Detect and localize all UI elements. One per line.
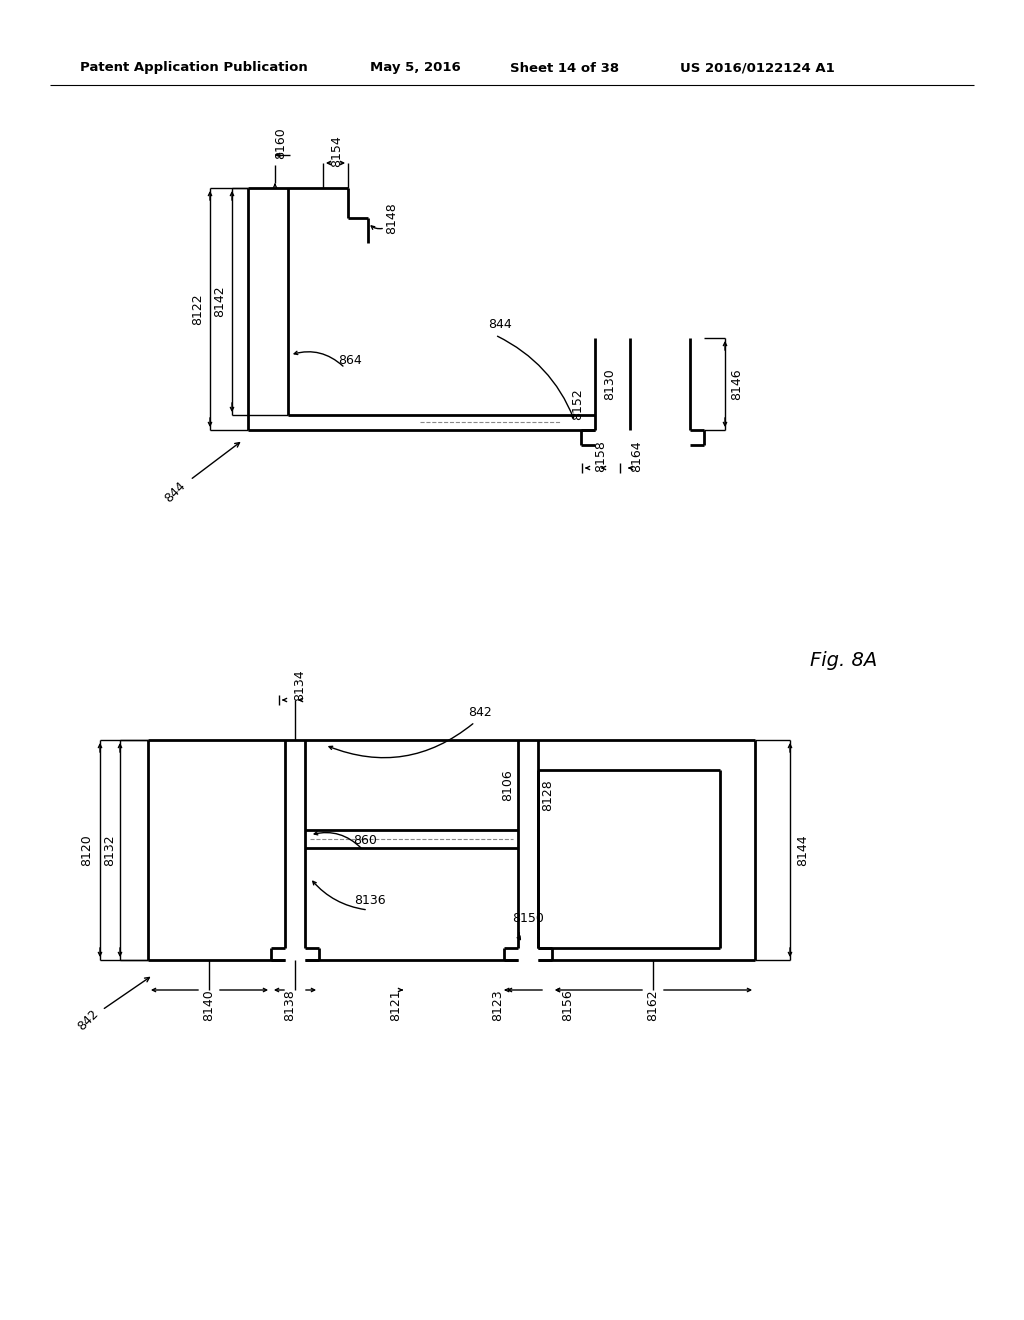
Text: 8106: 8106: [502, 770, 514, 801]
Text: 8134: 8134: [294, 669, 306, 701]
Text: 8164: 8164: [631, 440, 643, 471]
Text: US 2016/0122124 A1: US 2016/0122124 A1: [680, 62, 835, 74]
Text: 8120: 8120: [81, 834, 93, 866]
Text: 8136: 8136: [354, 894, 386, 907]
Text: 844: 844: [162, 479, 188, 506]
Text: 8148: 8148: [385, 202, 398, 234]
Text: 8121: 8121: [389, 989, 402, 1020]
Text: 8144: 8144: [797, 834, 810, 866]
Text: 842: 842: [468, 705, 492, 718]
Text: 860: 860: [353, 833, 377, 846]
Text: 8160: 8160: [274, 127, 288, 158]
Text: 8123: 8123: [492, 989, 505, 1020]
Text: 8152: 8152: [571, 388, 585, 420]
Text: May 5, 2016: May 5, 2016: [370, 62, 461, 74]
Text: 842: 842: [75, 1007, 101, 1034]
Text: 8138: 8138: [284, 989, 297, 1020]
Text: 8140: 8140: [203, 989, 215, 1020]
Text: Patent Application Publication: Patent Application Publication: [80, 62, 308, 74]
Text: 8146: 8146: [730, 368, 743, 400]
Text: 8158: 8158: [595, 440, 607, 473]
Text: 8128: 8128: [542, 779, 555, 810]
Text: 8162: 8162: [646, 989, 659, 1020]
Text: 8122: 8122: [191, 293, 205, 325]
Text: 8150: 8150: [512, 912, 544, 924]
Text: Sheet 14 of 38: Sheet 14 of 38: [510, 62, 620, 74]
Text: 844: 844: [488, 318, 512, 331]
Text: 8130: 8130: [603, 368, 616, 400]
Text: 8156: 8156: [561, 989, 574, 1020]
Text: 8154: 8154: [331, 135, 343, 166]
Text: Fig. 8A: Fig. 8A: [810, 651, 878, 669]
Text: 8132: 8132: [103, 834, 117, 866]
Text: 864: 864: [338, 354, 361, 367]
Text: 8142: 8142: [213, 285, 226, 317]
